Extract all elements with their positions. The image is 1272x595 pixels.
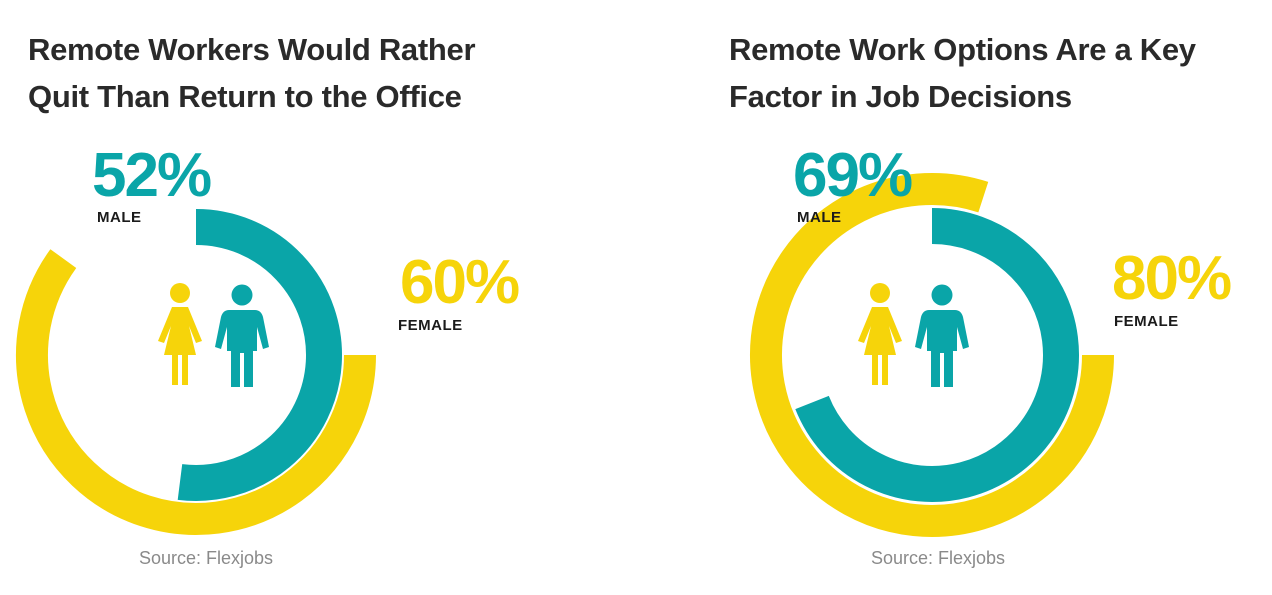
male-figure-icon	[215, 284, 269, 387]
value-label-female: 80%	[1112, 244, 1231, 313]
chart-title: Remote Workers Would Rather Quit Than Ret…	[28, 32, 476, 114]
category-label-male: MALE	[797, 209, 842, 226]
bar-male	[795, 208, 1079, 502]
value-label-female: 60%	[400, 248, 519, 317]
category-label-male: MALE	[97, 209, 142, 226]
value-label-male: 52%	[92, 141, 211, 210]
bar-female	[750, 173, 1114, 537]
bar-female	[16, 249, 376, 535]
chart-panel-quit-vs-return: Remote Workers Would Rather Quit Than Ret…	[16, 32, 521, 568]
male-figure-icon	[915, 284, 969, 387]
radial-chart: 69% MALE 80% FEMALE	[750, 141, 1233, 537]
radial-chart: 52% MALE 60% FEMALE	[16, 141, 521, 535]
source-note: Source: Flexjobs	[139, 548, 274, 568]
female-figure-icon	[158, 283, 202, 385]
female-figure-icon	[858, 283, 902, 385]
source-note: Source: Flexjobs	[871, 548, 1006, 568]
chart-title: Remote Work Options Are a Key Factor in J…	[729, 32, 1196, 114]
bar-male	[177, 209, 342, 501]
value-label-male: 69%	[793, 141, 912, 210]
category-label-female: FEMALE	[398, 317, 463, 334]
category-label-female: FEMALE	[1114, 313, 1179, 330]
chart-panel-job-decisions: Remote Work Options Are a Key Factor in J…	[636, 0, 1272, 595]
